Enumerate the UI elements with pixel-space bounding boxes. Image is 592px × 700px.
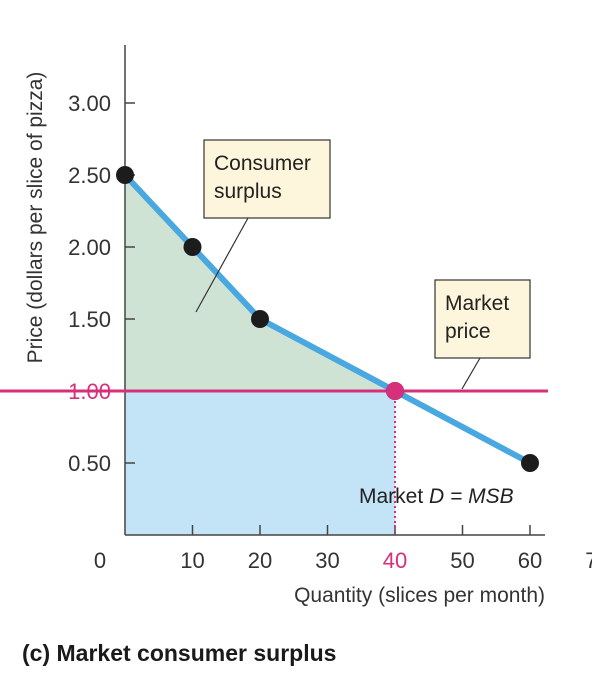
figure-caption: (c) Market consumer surplus — [22, 640, 337, 666]
x-axis-title: Quantity (slices per month) — [294, 584, 545, 607]
shaded-areas — [125, 175, 395, 535]
x-tick-label: 30 — [315, 548, 339, 573]
x-tick-label: 40 — [383, 548, 407, 573]
x-tick-label: 50 — [450, 548, 474, 573]
demand-label-italic: D = MSB — [429, 485, 514, 508]
demand-point — [116, 166, 134, 184]
demand-point — [521, 454, 539, 472]
y-tick-label: 2.00 — [68, 235, 111, 260]
consumer-surplus-text: surplus — [214, 180, 282, 203]
x-tick-label: 60 — [518, 548, 542, 573]
demand-label-prefix: Market — [359, 485, 429, 508]
x-tick-label: 10 — [180, 548, 204, 573]
market-price-text: price — [445, 320, 491, 343]
y-tick-label: 2.50 — [68, 163, 111, 188]
market-price-box — [434, 279, 531, 359]
demand-point — [183, 238, 202, 256]
chart-svg: 0.50 1.00 1.50 2.00 2.50 3.00 0 10 20 30 40 50 60 70 Q… — [0, 45, 592, 607]
market-price-text: Market — [445, 292, 509, 315]
expenditure-area — [125, 391, 395, 535]
y-axis-title: Price (dollars per slice of pizza) — [24, 72, 47, 364]
y-tick-label: 0.50 — [68, 451, 111, 476]
consumer-surplus-leader — [195, 217, 249, 313]
x-tick-label: 70 — [585, 548, 592, 573]
x-tick-label: 20 — [248, 548, 272, 573]
consumer-surplus-area — [125, 175, 395, 391]
data-points — [116, 166, 539, 472]
market-price-leader — [461, 357, 481, 390]
y-tick-label: 3.00 — [68, 91, 111, 116]
y-tick-label: 1.00 — [68, 379, 111, 404]
equilibrium-point — [386, 382, 404, 400]
axes — [124, 45, 545, 536]
chart-labels: 0.50 1.00 1.50 2.00 2.50 3.00 0 10 20 30 40 50 60 70 Q… — [24, 72, 592, 607]
y-tick-label: 1.50 — [68, 307, 111, 332]
x-tick-label: 0 — [94, 548, 106, 573]
demand-point — [251, 310, 269, 328]
consumer-surplus-text: Consumer — [214, 152, 311, 175]
demand-curve-label: Market D = MSB — [359, 485, 514, 508]
consumer-surplus-box — [203, 139, 331, 219]
